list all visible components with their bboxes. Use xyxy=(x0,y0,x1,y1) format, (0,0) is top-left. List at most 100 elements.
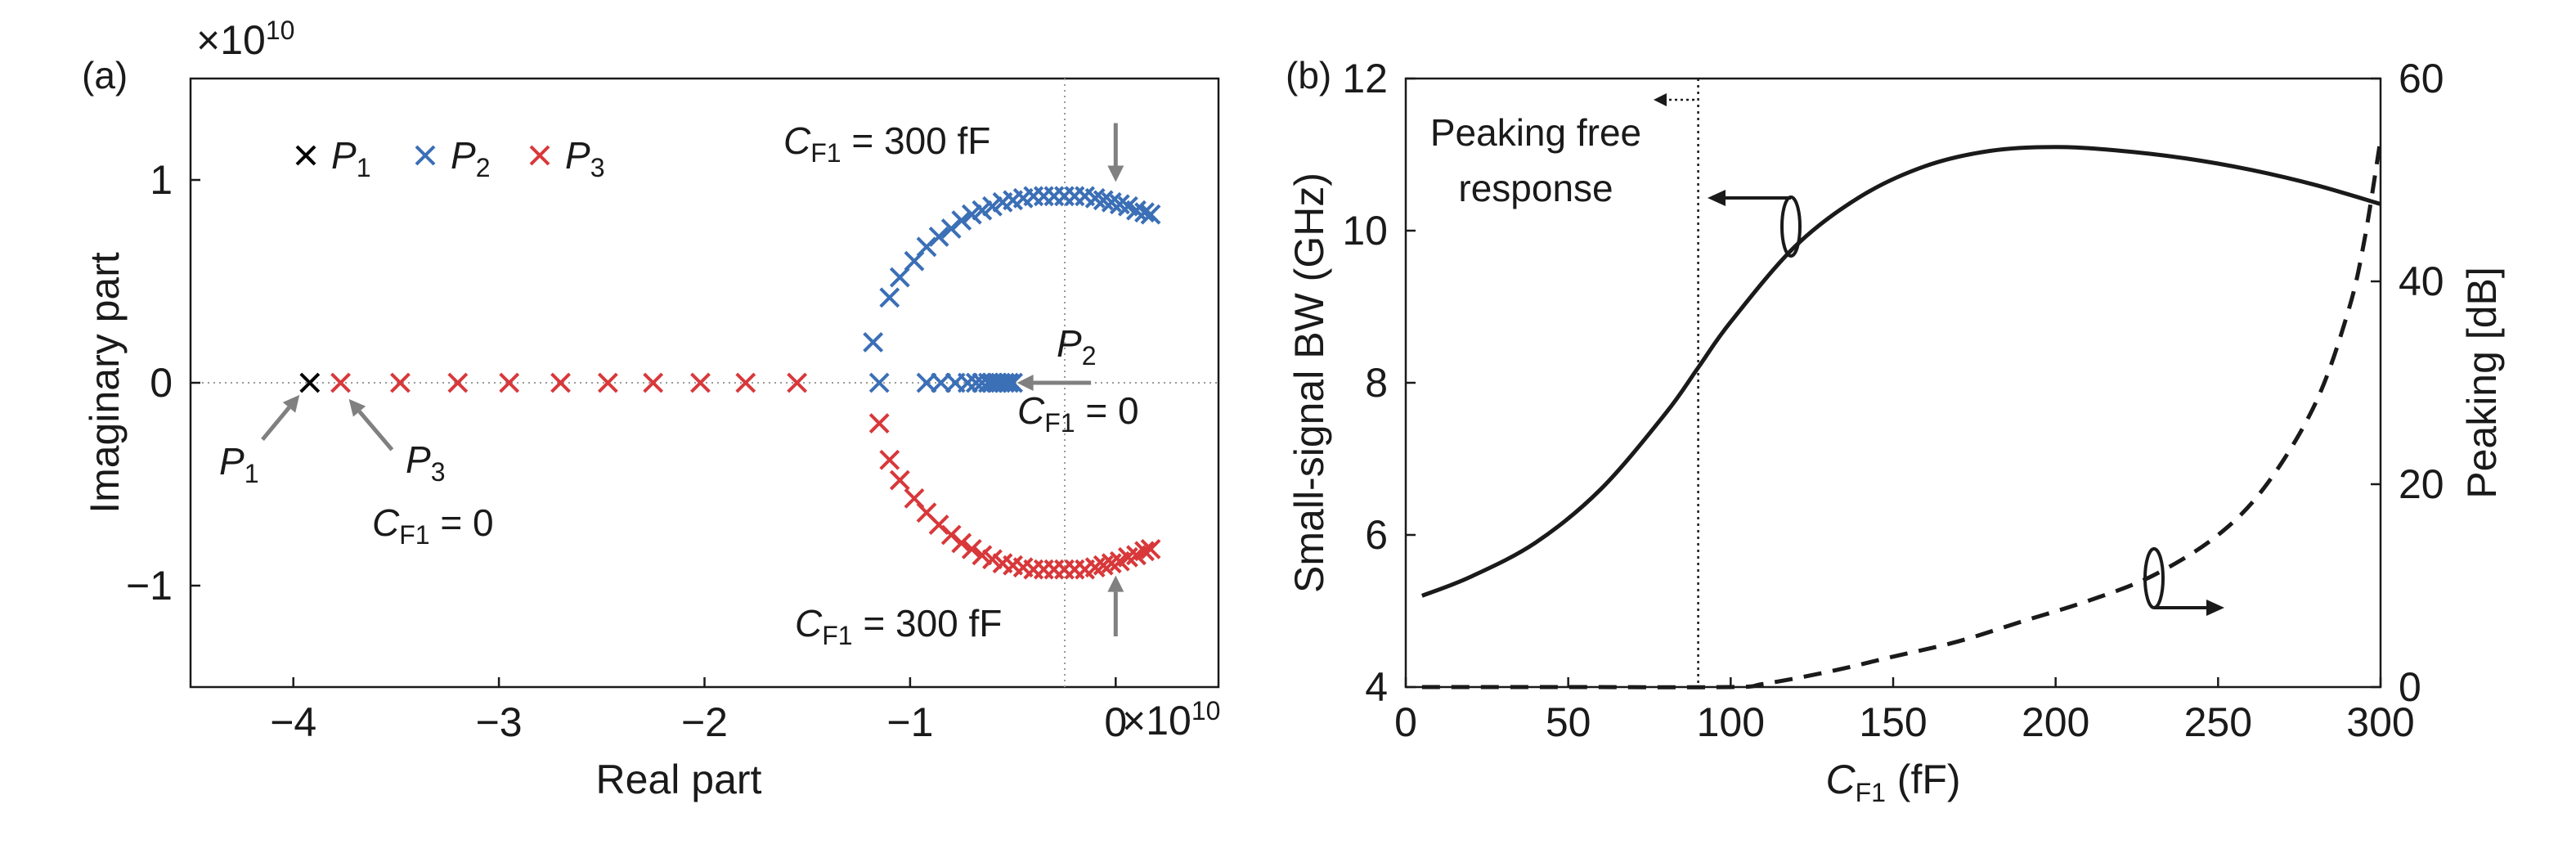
panel-b-y-right-tick-label: 0 xyxy=(2399,664,2421,710)
annotation-cf1-300ff-bottom: CF1 = 300 fF xyxy=(795,602,1002,650)
panel-a-x-scale-label: ×1010 xyxy=(1122,696,1220,743)
panel-a-x-tick-label: −1 xyxy=(886,699,933,745)
legend-label-p1: P1 xyxy=(331,134,370,182)
marker-p2 xyxy=(868,372,890,393)
marker-p2 xyxy=(972,200,993,221)
panel-a-y-scale-label: ×1010 xyxy=(196,16,294,63)
marker-p3 xyxy=(889,469,910,491)
marker-p3 xyxy=(390,372,411,393)
arrowhead-p3-label xyxy=(348,398,366,417)
arrowhead-cf-0-right xyxy=(1016,375,1034,391)
marker-p3 xyxy=(643,372,664,393)
panel-a: (a) ×1010 ×1010 −4 −3 −2 −1 0 −1 0 1 Real part… xyxy=(82,16,1220,802)
panel-a-x-tick-label: 0 xyxy=(1104,699,1127,745)
panel-a-y-ticks: −1 0 1 xyxy=(126,157,200,609)
marker-p2 xyxy=(1033,186,1054,207)
panel-b-y-left-tick-label: 10 xyxy=(1342,208,1388,254)
panel-b-x-axis-label: CF1 (fF) xyxy=(1825,757,1960,807)
panel-b-y-right-tick-label: 20 xyxy=(2399,461,2444,507)
marker-p3 xyxy=(330,372,351,393)
legend-item-p2: P2 xyxy=(415,134,490,182)
marker-p3 xyxy=(982,549,1003,570)
marker-p2 xyxy=(999,372,1019,393)
panel-b-y-axis-label-left: Small-signal BW (GHz) xyxy=(1286,173,1332,593)
marker-p2 xyxy=(916,372,937,393)
marker-p3 xyxy=(787,372,808,393)
marker-p3 xyxy=(735,372,756,393)
panel-b-x-tick-label: 300 xyxy=(2346,699,2414,745)
panel-a-y-tick-label: −1 xyxy=(126,563,173,609)
marker-p3 xyxy=(1054,559,1075,580)
marker-p3 xyxy=(1043,559,1065,580)
marker-p3 xyxy=(550,372,571,393)
marker-p2 xyxy=(1054,186,1075,207)
panel-a-x-tick-label: −4 xyxy=(270,699,316,745)
series-line-bandwidth xyxy=(1420,145,2381,598)
left-axis-indicator xyxy=(1708,190,1802,258)
marker-p2 xyxy=(879,287,900,308)
marker-p3 xyxy=(879,449,900,470)
panel-a-label: (a) xyxy=(82,54,128,97)
panel-a-x-tick-label: −3 xyxy=(476,699,523,745)
marker-p3 xyxy=(961,538,982,559)
marker-p2 xyxy=(1140,204,1161,225)
marker-p3 xyxy=(951,532,972,554)
panel-b-y-right-tick-label: 40 xyxy=(2399,258,2444,304)
annotation-p2: P2 xyxy=(1057,322,1096,371)
marker-p2 xyxy=(982,195,1003,217)
arrow-p1-label xyxy=(261,406,291,442)
panel-b: (b) 0 50 100 150 200 250 300 4 6 8 10 12 0 20 40 60 C… xyxy=(1286,54,2505,807)
annotation-cf1-0-left: CF1 = 0 xyxy=(372,501,494,550)
marker-p2 xyxy=(994,372,1015,393)
panel-a-x-tick-label: −2 xyxy=(681,699,728,745)
marker-p3 xyxy=(499,372,520,393)
panel-b-label: (b) xyxy=(1286,54,1331,97)
panel-a-annotation-arrows xyxy=(261,123,1124,636)
peaking-free-arrow xyxy=(1654,93,1694,106)
marker-p1 xyxy=(299,372,321,393)
panel-a-y-tick-label: 0 xyxy=(150,360,173,406)
panel-b-y-left-tick-label: 4 xyxy=(1365,664,1388,710)
marker-p2 xyxy=(863,331,884,353)
marker-p2 xyxy=(889,267,910,288)
peaking-free-label-line1: Peaking free xyxy=(1430,111,1641,154)
marker-p3 xyxy=(972,545,993,566)
marker-p2 xyxy=(957,372,978,393)
marker-p3 xyxy=(1033,559,1054,580)
panel-a-x-axis-label: Real part xyxy=(596,757,762,802)
marker-p3 xyxy=(1134,541,1155,562)
legend-item-p3: P3 xyxy=(529,134,604,182)
arrowhead-p1-label xyxy=(282,394,300,413)
panel-b-x-tick-label: 200 xyxy=(2022,699,2089,745)
arrowhead-cf-300-bottom xyxy=(1107,575,1124,592)
marker-p2 xyxy=(951,210,972,231)
arrowhead-cf-300-top xyxy=(1107,165,1124,182)
marker-p2 xyxy=(928,227,949,247)
marker-p3 xyxy=(868,413,890,434)
marker-p3 xyxy=(1064,559,1085,580)
panel-a-markers xyxy=(299,186,1161,580)
panel-b-x-tick-label: 0 xyxy=(1394,699,1417,745)
marker-p2 xyxy=(961,204,982,225)
legend-marker-p3 xyxy=(529,145,550,166)
legend-label-p2: P2 xyxy=(451,134,490,182)
arrow-p3-label xyxy=(357,410,394,451)
marker-p3 xyxy=(1140,538,1161,559)
peaking-free-label-line2: response xyxy=(1458,167,1613,209)
annotation-cf1-300ff-top: CF1 = 300 fF xyxy=(783,119,990,168)
marker-p3 xyxy=(447,372,469,393)
panel-b-x-tick-label: 150 xyxy=(1859,699,1927,745)
panel-b-x-tick-label: 50 xyxy=(1546,699,1591,745)
panel-b-y-axis-label-right: Peaking [dB] xyxy=(2459,267,2505,499)
annotation-cf1-0-right: CF1 = 0 xyxy=(1017,389,1139,438)
marker-p2 xyxy=(1064,186,1085,207)
marker-p2 xyxy=(931,372,952,393)
right-axis-indicator xyxy=(2143,547,2224,616)
panel-b-y-left-tick-label: 8 xyxy=(1365,360,1388,406)
panel-b-x-tick-label: 100 xyxy=(1697,699,1765,745)
panel-a-legend: P1 P2 P3 xyxy=(295,134,604,182)
panel-b-y-left-tick-label: 6 xyxy=(1365,512,1388,558)
marker-p3 xyxy=(597,372,618,393)
legend-marker-p1 xyxy=(295,145,316,166)
